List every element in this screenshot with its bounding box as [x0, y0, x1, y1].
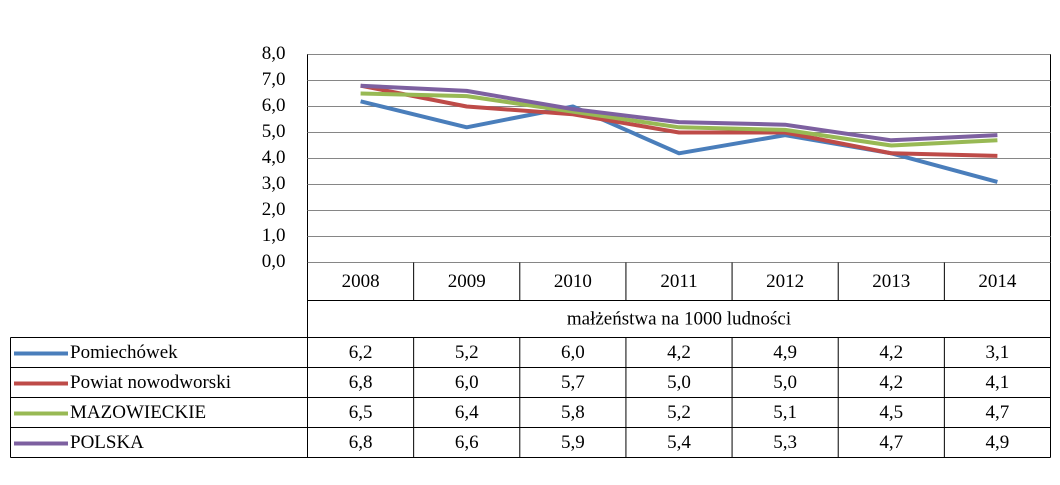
x-tick-label: 2010: [554, 271, 592, 292]
table-cell: 6,0: [455, 372, 479, 393]
table-cell: 5,0: [667, 372, 691, 393]
y-tick-label: 0,0: [262, 251, 286, 272]
table-cell: 4,2: [667, 342, 691, 363]
x-tick-label: 2013: [872, 271, 910, 292]
table-cell: 5,8: [561, 402, 585, 423]
table-cell: 6,2: [349, 342, 373, 363]
table-cell: 3,1: [986, 342, 1010, 363]
x-tick-label: 2012: [766, 271, 804, 292]
table-cell: 4,1: [986, 372, 1010, 393]
legend-label: Pomiechówek: [70, 342, 178, 363]
y-tick-label: 4,0: [262, 147, 286, 168]
x-tick-label: 2008: [342, 271, 380, 292]
x-tick-label: 2011: [660, 271, 697, 292]
table-cell: 5,4: [667, 432, 691, 453]
table-cell: 4,5: [879, 402, 903, 423]
table-cell: 6,8: [349, 432, 373, 453]
table-cell: 4,7: [879, 432, 903, 453]
x-axis-label: małżeństwa na 1000 ludności: [567, 308, 791, 329]
table-cell: 5,2: [455, 342, 479, 363]
table-cell: 4,2: [879, 372, 903, 393]
table-cell: 6,4: [455, 402, 479, 423]
series-line: [360, 83, 998, 158]
table-cell: 5,2: [667, 402, 691, 423]
table-cell: 4,9: [773, 342, 797, 363]
table-cell: 6,0: [561, 342, 585, 363]
series-line: [360, 91, 998, 148]
table-cell: 5,9: [561, 432, 585, 453]
y-tick-label: 3,0: [262, 173, 286, 194]
table-cell: 6,8: [349, 372, 373, 393]
table-cell: 5,3: [773, 432, 797, 453]
table-cell: 6,6: [455, 432, 479, 453]
series-line: [360, 83, 998, 143]
table-cell: 5,0: [773, 372, 797, 393]
table-cell: 6,5: [349, 402, 373, 423]
y-tick-label: 2,0: [262, 199, 286, 220]
table-cell: 4,2: [879, 342, 903, 363]
y-tick-label: 7,0: [262, 69, 286, 90]
y-tick-label: 5,0: [262, 121, 286, 142]
y-tick-label: 8,0: [262, 43, 286, 64]
y-tick-label: 6,0: [262, 95, 286, 116]
table-cell: 5,7: [561, 372, 585, 393]
table-cell: 5,1: [773, 402, 797, 423]
x-tick-label: 2009: [448, 271, 486, 292]
y-tick-label: 1,0: [262, 225, 286, 246]
legend-label: MAZOWIECKIE: [70, 402, 206, 423]
x-tick-label: 2014: [978, 271, 1017, 292]
table-cell: 4,9: [986, 432, 1010, 453]
table-cell: 4,7: [986, 402, 1010, 423]
legend-label: Powiat nowodworski: [70, 372, 231, 393]
legend-label: POLSKA: [70, 432, 144, 453]
